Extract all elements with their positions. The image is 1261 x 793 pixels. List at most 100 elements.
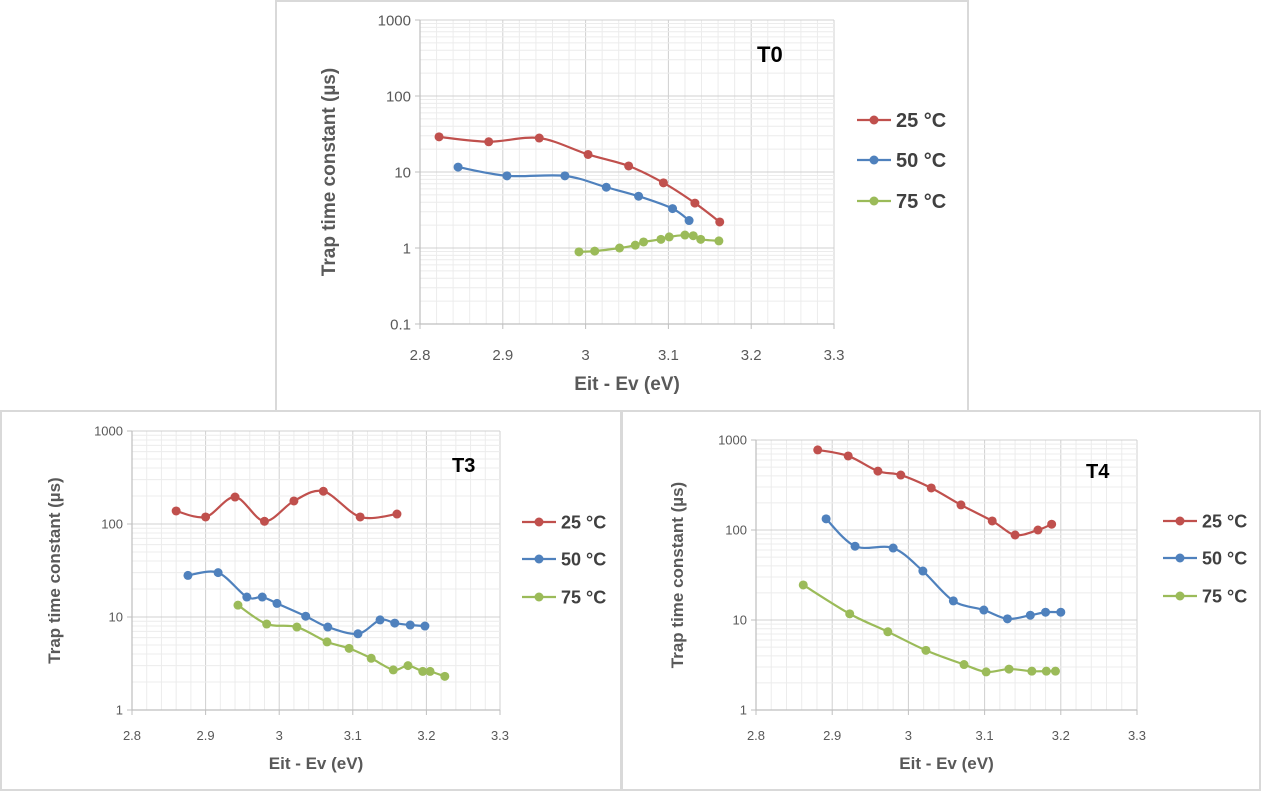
y-tick-label: 1000 (718, 433, 747, 448)
data-point (1025, 610, 1035, 620)
legend-label: 25 °C (1202, 511, 1247, 531)
data-point (714, 236, 724, 246)
series-line (187, 570, 426, 636)
data-point (956, 500, 966, 510)
x-axis-title: Eit - Ev (eV) (899, 754, 993, 773)
data-point (918, 566, 928, 576)
data-point (798, 580, 808, 590)
legend-marker (1175, 553, 1185, 563)
legend-label: 75 °C (1202, 586, 1247, 606)
data-point (375, 615, 385, 625)
series-line (825, 518, 1061, 621)
legend-marker (1175, 591, 1185, 601)
data-point (883, 627, 893, 637)
legend-item: 25 °C (857, 110, 946, 132)
data-point (420, 621, 430, 631)
data-point (624, 161, 634, 171)
panel-label: T3 (452, 455, 475, 477)
x-tick-label: 3.1 (344, 728, 362, 743)
data-point (171, 506, 181, 516)
data-point (1056, 607, 1066, 617)
y-tick-label: 100 (101, 517, 123, 532)
data-point (392, 509, 402, 519)
data-point (668, 204, 678, 214)
legend-label: 50 °C (896, 150, 946, 172)
chart-panel-t4: 1 10 100 1000 2.8 2.9 3 3.1 3.2 3.3 Eit - Ev (eV) T… (621, 410, 1261, 791)
data-point (639, 237, 649, 247)
data-point (344, 643, 354, 653)
legend-label: 25 °C (561, 512, 606, 532)
x-tick-label: 2.8 (123, 728, 141, 743)
y-tick-label: 1000 (378, 12, 411, 29)
data-point (560, 171, 570, 181)
legend-label: 75 °C (896, 191, 946, 213)
y-tick-label: 1 (116, 703, 123, 718)
data-point (873, 466, 883, 476)
data-point (1050, 666, 1060, 676)
data-point (213, 568, 223, 578)
x-tick-label: 3.1 (976, 728, 994, 743)
chart-t3: 1 10 100 1000 2.8 2.9 3 3.1 3.2 3.3 Eit - Ev (eV) T… (45, 424, 606, 773)
panel-label: T4 (1086, 461, 1110, 483)
legend-item: 25 °C (1163, 511, 1247, 531)
data-point (453, 162, 463, 172)
data-point (664, 232, 674, 242)
data-point (390, 618, 400, 628)
chart-t4: 1 10 100 1000 2.8 2.9 3 3.1 3.2 3.3 Eit - Ev (eV) T… (668, 433, 1247, 773)
data-point (201, 512, 211, 522)
data-point (574, 247, 584, 257)
legend-marker (869, 155, 879, 165)
x-tick-label: 3 (581, 347, 589, 364)
data-point (534, 133, 544, 143)
data-point (1027, 666, 1037, 676)
data-point (262, 619, 272, 629)
data-point (257, 592, 267, 602)
x-tick-label: 3.3 (824, 347, 845, 364)
y-tick-label: 1000 (94, 424, 123, 439)
x-tick-label: 3.1 (658, 347, 679, 364)
x-tick-label: 2.8 (747, 728, 765, 743)
legend-label: 75 °C (561, 587, 606, 607)
data-point (425, 666, 435, 676)
data-point (259, 516, 269, 526)
data-point (1041, 607, 1051, 617)
data-point (634, 191, 644, 201)
data-point (921, 645, 931, 655)
legend-item: 25 °C (522, 512, 606, 532)
data-point (601, 182, 611, 192)
series-25c (171, 486, 402, 526)
data-point (1041, 666, 1051, 676)
data-point (845, 609, 855, 619)
y-tick-label: 100 (386, 88, 411, 105)
x-tick-label: 2.8 (410, 347, 431, 364)
data-point (418, 666, 428, 676)
x-axis-title: Eit - Ev (eV) (269, 754, 363, 773)
data-point (948, 596, 958, 606)
data-point (242, 592, 252, 602)
data-point (590, 246, 600, 256)
x-tick-label: 2.9 (197, 728, 215, 743)
data-point (959, 660, 969, 670)
data-point (813, 445, 823, 455)
data-point (690, 198, 700, 208)
data-point (850, 541, 860, 551)
legend-marker (1175, 516, 1185, 526)
x-tick-label: 3.2 (1052, 728, 1070, 743)
data-point (292, 622, 302, 632)
data-point (656, 234, 666, 244)
series-25c (813, 445, 1057, 540)
data-point (484, 137, 494, 147)
data-point (1004, 664, 1014, 674)
data-point (366, 653, 376, 663)
chart-panel-t0: 0.1 1 10 100 1000 2.8 2.9 3 3.1 3.2 3.3 Eit - Ev (e… (275, 0, 969, 412)
data-point (289, 496, 299, 506)
gridlines (755, 439, 1138, 711)
legend-item: 75 °C (522, 587, 606, 607)
legend-marker (534, 592, 544, 602)
y-axis-title: Trap time constant (µs) (319, 68, 340, 276)
data-point (630, 240, 640, 250)
legend-item: 75 °C (857, 191, 946, 213)
y-tick-label: 1 (740, 703, 747, 718)
x-tick-label: 3.3 (1128, 728, 1146, 743)
y-tick-label: 10 (109, 610, 123, 625)
